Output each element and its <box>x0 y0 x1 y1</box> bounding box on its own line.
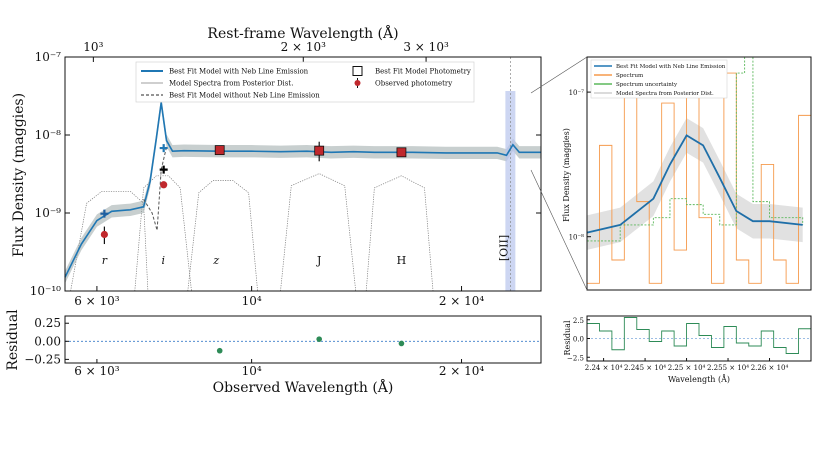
top-x-tick-label: 10³ <box>83 40 103 54</box>
zoom-frame <box>586 56 812 291</box>
x-tick-label: 2.245 × 10⁴ <box>624 364 666 372</box>
model-photometry-square <box>214 145 225 156</box>
filter-curve <box>187 180 258 292</box>
filter-label: i <box>162 254 166 267</box>
residual-point <box>398 340 405 347</box>
y-tick-label: 0.0 <box>573 336 584 344</box>
y-tick-label: 10⁻¹⁰ <box>30 284 61 298</box>
x-axis-label: Observed Wavelength (Å) <box>213 378 394 396</box>
legend-label: Model Spectra from Posterior Dist. <box>616 91 714 97</box>
spectrum-uncertainty-line <box>587 56 804 242</box>
zoom-legend: Best Fit Model with Neb Line Emission Spe… <box>590 59 728 99</box>
x-tick-label: 6 × 10³ <box>74 364 120 378</box>
y-tick-label: 10⁻⁸ <box>569 234 585 242</box>
spectrum-line <box>587 72 812 284</box>
best-fit-no-neb-line <box>143 146 167 231</box>
x-tick-label: 2.26 × 10⁴ <box>751 364 789 372</box>
filter-curve <box>134 175 192 292</box>
x-tick-label: 2.24 × 10⁴ <box>585 364 623 372</box>
top-x-tick-label: 2 × 10³ <box>281 40 327 54</box>
residual-point <box>316 336 322 342</box>
y-tick-label: 0.00 <box>34 334 61 348</box>
y-tick-label: 10⁻⁹ <box>35 206 62 220</box>
legend-box <box>135 61 475 103</box>
y-axis-label: Flux Density (maggies) <box>11 93 27 257</box>
x-tick-label: 2 × 10⁴ <box>439 364 485 378</box>
best-fit-line <box>586 134 803 234</box>
residual-frame <box>64 315 542 364</box>
zoom-spectrum-panel: 10⁻⁷ 10⁻⁸ Flux Density (maggies) Best Fit M… <box>562 56 812 291</box>
posterior-band <box>65 96 541 284</box>
model-photometry-square <box>314 145 325 156</box>
legend-box <box>590 59 728 99</box>
posterior-band <box>587 118 803 250</box>
x-tick-label: 2.25 × 10⁴ <box>668 364 706 372</box>
y-axis-label: Flux Density (maggies) <box>562 128 571 222</box>
legend-label: Observed photometry <box>375 80 452 88</box>
main-residual-panel: 0.25 0.00 −0.25 6 × 10³ 10⁴ 2 × 10⁴ Observed W… <box>5 309 542 396</box>
zoom-residual-panel: 2.5 0.0 −2.52.24 × 10⁴ 2.245 × 10⁴ 2.25 × 10… <box>563 315 812 384</box>
y-tick-label: 10⁻⁷ <box>569 89 585 97</box>
x-tick-label: 10⁴ <box>242 294 262 308</box>
model-photometry-cross <box>100 209 109 218</box>
filter-label: J <box>316 254 321 267</box>
legend-label: Model Spectra from Posterior Dist. <box>169 80 293 88</box>
filter-curve <box>70 190 149 292</box>
model-photometry-square <box>396 147 407 158</box>
top-x-tick-label: 3 × 10³ <box>403 40 449 54</box>
model-photometry-cross <box>159 165 168 174</box>
y-tick-label: 10⁻⁷ <box>35 50 62 64</box>
filter-label: z <box>212 254 219 267</box>
legend-label: Best Fit Model with Neb Line Emission <box>169 68 309 76</box>
y-tick-label: 10⁻⁸ <box>35 128 62 142</box>
filter-label: r <box>102 254 108 267</box>
best-fit-line <box>64 102 541 278</box>
x-tick-label: 6 × 10³ <box>74 294 120 308</box>
oii-label: [OII] <box>497 235 510 261</box>
main-legend: Best Fit Model with Neb Line Emission Mod… <box>135 61 475 103</box>
x-tick-label: 2.255 × 10⁴ <box>707 364 749 372</box>
residual-point <box>216 347 223 354</box>
y-axis-label: Residual <box>5 309 21 371</box>
legend-label: Spectrum uncertainty <box>616 82 678 88</box>
zoom-connector-lines <box>530 56 588 291</box>
legend-label: Best Fit Model Photometry <box>375 68 471 76</box>
observed-point <box>160 181 168 189</box>
legend-swatch <box>354 80 361 86</box>
x-tick-label: 2 × 10⁴ <box>439 294 485 308</box>
legend-swatch <box>352 66 363 76</box>
filter-label: H <box>397 254 407 267</box>
y-tick-label: 2.5 <box>573 317 584 325</box>
x-axis-label: Wavelength (Å) <box>668 375 730 384</box>
filter-curve <box>365 175 434 292</box>
y-tick-label: −0.25 <box>24 352 61 366</box>
residual-line <box>587 317 812 354</box>
connector-top <box>530 56 588 94</box>
x-tick-label: 10⁴ <box>242 364 262 378</box>
legend-label: Spectrum <box>616 73 644 79</box>
model-photometry-cross <box>159 144 168 153</box>
filter-curve <box>280 173 357 292</box>
y-tick-label: −2.5 <box>567 354 584 362</box>
top-x-axis-label: Rest-frame Wavelength (Å) <box>207 24 398 42</box>
main-sed-panel: [OII] r i z J H 10⁻¹⁰ 10⁻⁹ 10⁻⁸ 10⁻⁷ 6 × 10³ 10⁴ 2 ×… <box>11 24 542 308</box>
connector-bottom <box>530 169 588 291</box>
legend-label: Best Fit Model without Neb Line Emission <box>169 92 320 100</box>
y-axis-label: Residual <box>563 320 572 355</box>
observed-point <box>100 230 108 239</box>
filter-curves <box>70 173 434 292</box>
legend-label: Best Fit Model with Neb Line Emission <box>616 64 726 70</box>
y-tick-label: 0.25 <box>34 316 61 330</box>
